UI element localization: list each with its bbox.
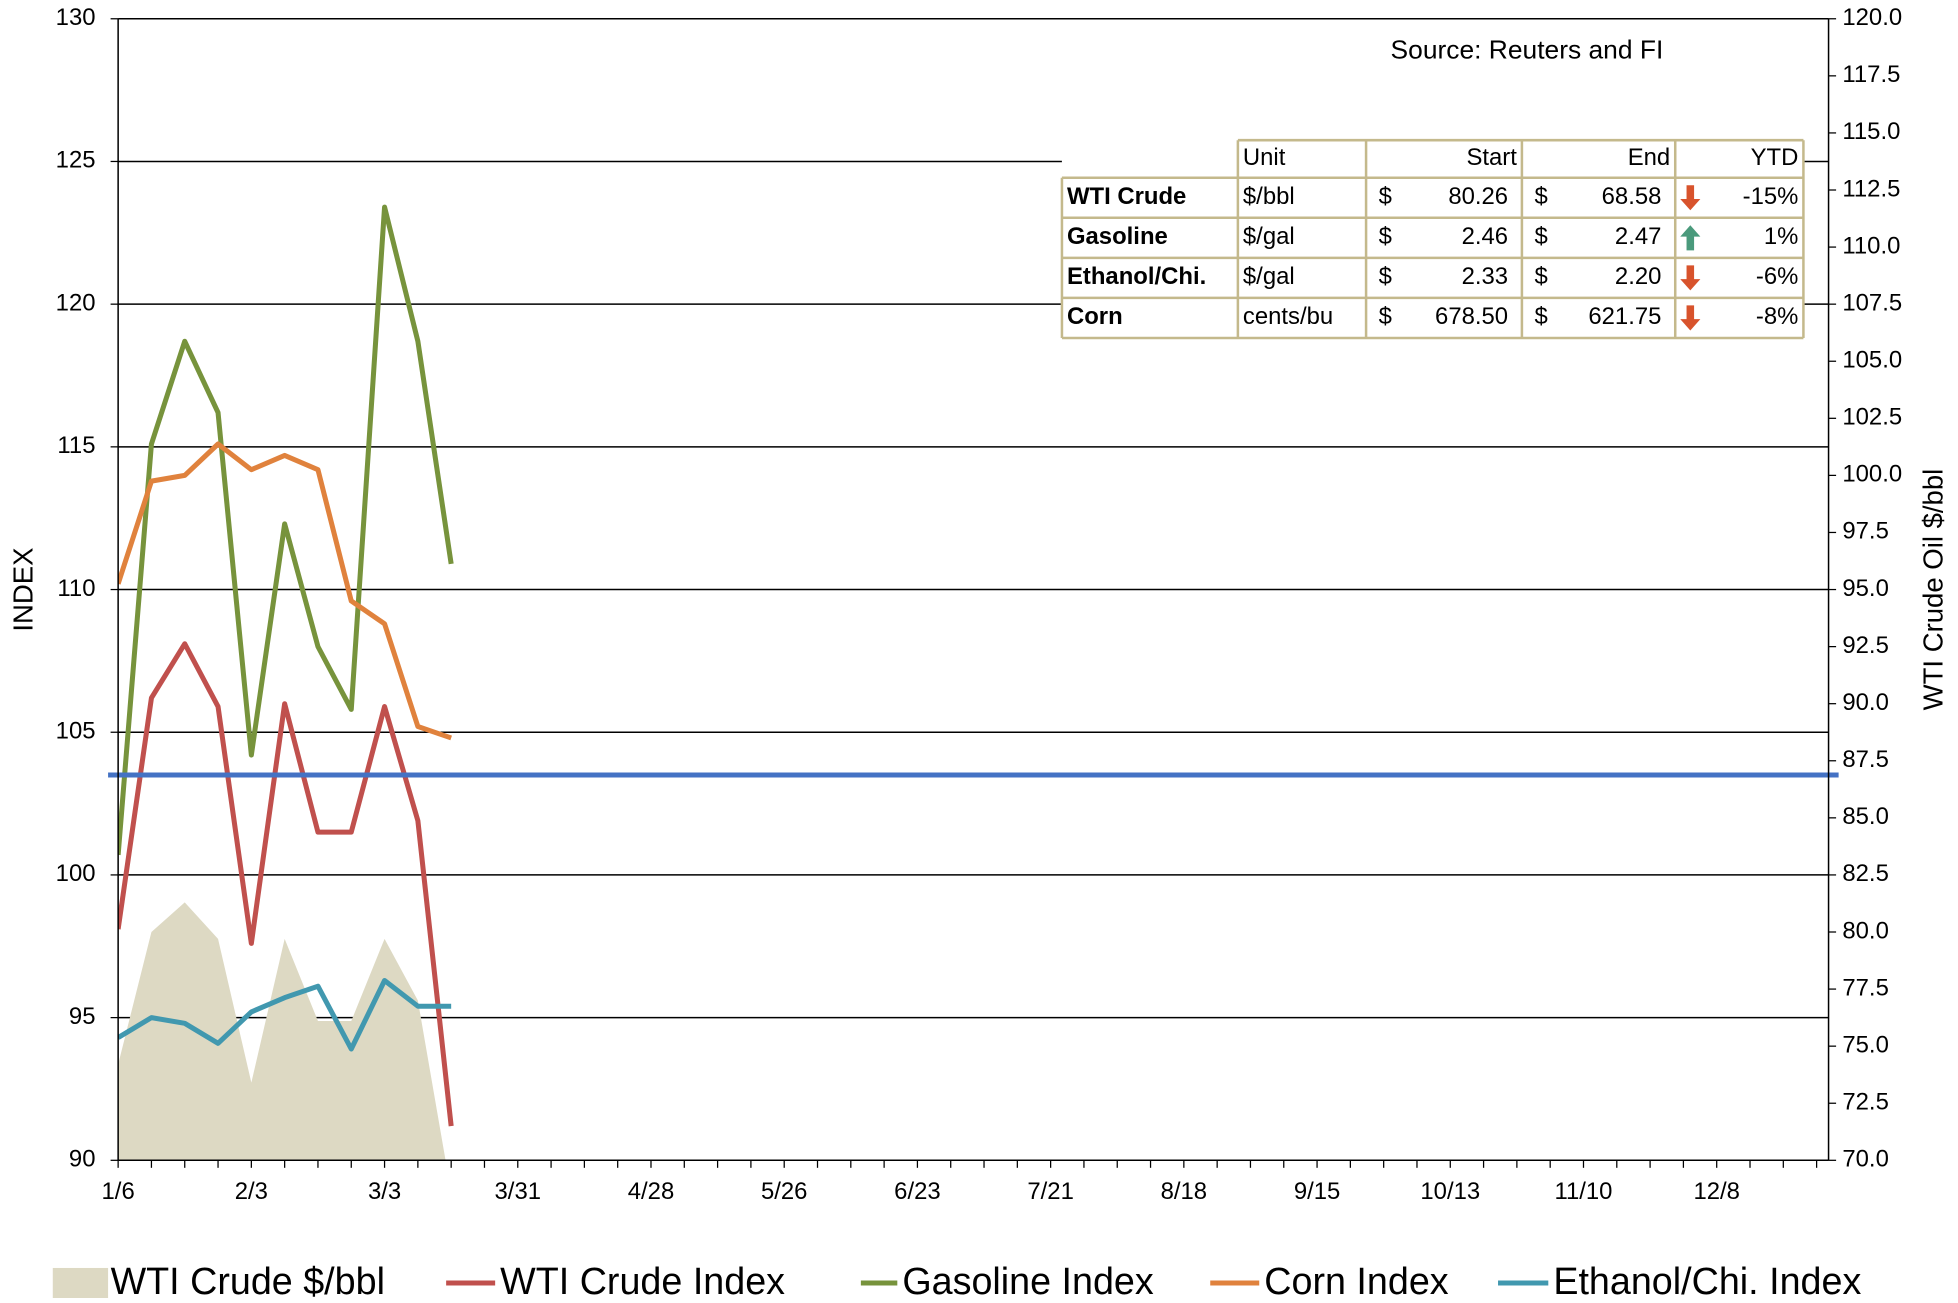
y2-tick-label: 80.0	[1842, 917, 1888, 944]
unit-cell: $/gal	[1243, 263, 1295, 290]
x-tick-label: 6/23	[894, 1178, 940, 1205]
y2-tick-label: 105.0	[1842, 347, 1902, 374]
y2-tick-label: 107.5	[1842, 289, 1902, 316]
ytd-cell: -8%	[1756, 303, 1798, 330]
down-arrow	[1680, 305, 1701, 331]
up-arrow	[1680, 225, 1701, 251]
source-note: Source: Reuters and FI	[1391, 34, 1664, 64]
currency: $	[1379, 303, 1392, 330]
y2-tick-label: 70.0	[1842, 1146, 1888, 1173]
end-cell: 68.58	[1602, 183, 1662, 210]
y2-tick-label: 82.5	[1842, 860, 1888, 887]
y2-tick-label: 92.5	[1842, 632, 1888, 659]
line	[118, 204, 454, 856]
x-tick-label: 1/6	[102, 1178, 135, 1205]
area	[118, 902, 452, 1161]
y-tick-label: 125	[56, 147, 96, 174]
y2-tick-label: 77.5	[1842, 974, 1888, 1001]
table-header: Unit	[1243, 144, 1286, 171]
currency: $	[1379, 183, 1392, 210]
currency: $	[1534, 303, 1547, 330]
y2-axis-label: WTI Crude Oil $/bbl	[1918, 469, 1949, 711]
x-tick-label: 3/3	[368, 1178, 401, 1205]
y2-tick-label: 102.5	[1842, 404, 1902, 431]
y2-tick-label: 115.0	[1842, 118, 1900, 145]
ytd-cell: 1%	[1764, 223, 1799, 250]
table-header-cover	[1061, 140, 1238, 178]
y-tick-label: 130	[56, 4, 96, 31]
start-cell: 80.26	[1448, 183, 1508, 210]
ytd-cell: -15%	[1743, 183, 1799, 210]
y-tick-label: 95	[69, 1003, 96, 1030]
legend-label: WTI Crude $/bbl	[111, 1260, 385, 1302]
x-tick-label: 11/10	[1554, 1178, 1612, 1205]
currency: $	[1534, 223, 1547, 250]
ytd-cell: -6%	[1756, 263, 1798, 290]
legend-label: Ethanol/Chi. Index	[1553, 1260, 1861, 1302]
end-cell: 2.47	[1615, 223, 1661, 250]
y2-tick-label: 100.0	[1842, 461, 1902, 488]
x-tick-label: 10/13	[1420, 1178, 1480, 1205]
y-axis-label: INDEX	[7, 547, 38, 631]
y2-tick-label: 87.5	[1842, 746, 1888, 773]
currency: $	[1534, 263, 1547, 290]
unit-cell: $/bbl	[1243, 183, 1295, 210]
y2-tick-label: 110.0	[1842, 232, 1900, 259]
legend-label: WTI Crude Index	[500, 1260, 785, 1302]
row-name: Corn	[1067, 303, 1123, 330]
x-tick-label: 5/26	[761, 1178, 807, 1205]
y-tick-label: 120	[56, 289, 96, 316]
y-tick-label: 110	[57, 575, 95, 602]
start-cell: 2.33	[1462, 263, 1508, 290]
unit-cell: $/gal	[1243, 223, 1295, 250]
row-name: WTI Crude	[1067, 183, 1186, 210]
axes: 90 95 100 105 110 115 120 125 130 70.0 72.5 75.0 77.…	[56, 4, 1902, 1205]
legend-swatch	[52, 1267, 109, 1298]
legend-label: Corn Index	[1264, 1260, 1449, 1302]
x-tick-label: 7/21	[1027, 1178, 1073, 1205]
summary-table: Unit Start End YTD WTI Crude $/bbl $80.26 $68.5…	[1060, 138, 1805, 340]
plot-area	[108, 204, 1839, 1161]
line	[118, 978, 452, 1052]
currency: $	[1379, 223, 1392, 250]
y2-tick-label: 97.5	[1842, 518, 1888, 545]
x-tick-label: 9/15	[1294, 1178, 1340, 1205]
end-cell: 621.75	[1588, 303, 1661, 330]
table-header: End	[1628, 144, 1670, 171]
y2-tick-label: 120.0	[1842, 4, 1902, 31]
end-cell: 2.20	[1615, 263, 1661, 290]
table-header: Start	[1466, 144, 1517, 171]
currency: $	[1534, 183, 1547, 210]
currency: $	[1379, 263, 1392, 290]
y-tick-label: 90	[69, 1146, 96, 1173]
start-cell: 678.50	[1435, 303, 1508, 330]
y2-tick-label: 72.5	[1842, 1089, 1888, 1116]
row-name: Ethanol/Chi.	[1067, 263, 1206, 290]
legend-label: Gasoline Index	[902, 1260, 1154, 1302]
legend: WTI Crude $/bbl WTI Crude Index Gasoline I…	[52, 1260, 1861, 1302]
y2-tick-label: 95.0	[1842, 575, 1888, 602]
y2-tick-label: 85.0	[1842, 803, 1888, 830]
y-tick-label: 100	[56, 860, 96, 887]
down-arrow	[1680, 265, 1701, 291]
y2-tick-label: 117.5	[1842, 61, 1900, 88]
table-header: YTD	[1751, 144, 1799, 171]
y2-tick-label: 112.5	[1842, 175, 1900, 202]
x-tick-label: 3/31	[495, 1178, 541, 1205]
x-tick-label: 2/3	[235, 1178, 268, 1205]
y2-tick-label: 75.0	[1842, 1031, 1888, 1058]
start-cell: 2.46	[1462, 223, 1508, 250]
x-tick-label: 4/28	[628, 1178, 674, 1205]
line	[118, 441, 452, 741]
row-name: Gasoline	[1067, 223, 1168, 250]
y-tick-label: 115	[57, 432, 95, 459]
x-tick-label: 12/8	[1693, 1178, 1739, 1205]
line	[118, 641, 454, 1127]
y-tick-label: 105	[56, 718, 96, 745]
down-arrow	[1680, 185, 1701, 211]
unit-cell: cents/bu	[1243, 303, 1333, 330]
y2-tick-label: 90.0	[1842, 689, 1888, 716]
x-tick-label: 8/18	[1161, 1178, 1207, 1205]
